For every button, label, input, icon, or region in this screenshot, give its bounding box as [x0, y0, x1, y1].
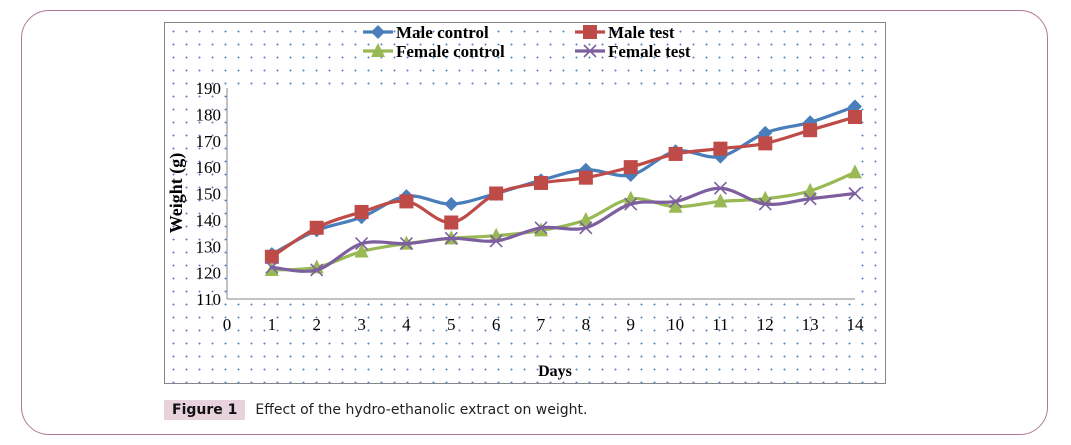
figure-caption: Figure 1 Effect of the hydro-ethanolic e…: [164, 398, 587, 422]
data-point-female-test: [758, 197, 772, 211]
y-tick-label: 110: [196, 290, 221, 309]
x-tick-label: 5: [447, 315, 456, 334]
data-point-male-control: [803, 115, 818, 130]
y-tick-label: 160: [196, 158, 222, 177]
data-point-female-control: [713, 193, 728, 208]
data-point-female-test: [489, 234, 503, 248]
y-tick-label: 170: [196, 132, 222, 151]
data-point-female-control: [848, 164, 862, 179]
data-point-female-control: [354, 243, 369, 258]
data-point-male-test: [623, 160, 638, 175]
data-point-female-test: [669, 194, 683, 208]
data-point-male-test: [444, 215, 459, 230]
x-tick-label: 3: [357, 315, 366, 334]
data-point-female-test: [624, 197, 638, 211]
x-tick-label: 11: [712, 315, 728, 334]
x-tick-label: 13: [802, 315, 819, 334]
legend-label: Male control: [396, 23, 489, 42]
data-point-male-test: [713, 141, 728, 156]
data-point-female-test: [579, 221, 593, 235]
data-point-female-control: [578, 211, 593, 226]
data-point-female-test: [534, 221, 548, 235]
data-point-male-test: [264, 249, 279, 264]
legend-marker: [583, 25, 597, 39]
data-point-female-control: [803, 182, 818, 197]
y-tick-label: 150: [196, 185, 222, 204]
y-tick-label: 180: [196, 105, 222, 124]
y-tick-label: 120: [196, 264, 222, 283]
data-point-male-test: [309, 220, 324, 235]
data-point-female-test: [310, 263, 324, 277]
data-point-female-control: [534, 222, 548, 237]
data-point-female-test: [803, 192, 817, 206]
data-point-female-test: [355, 237, 369, 251]
x-tick-label: 12: [757, 315, 774, 334]
caption-label: Figure 1: [164, 400, 246, 420]
legend-item-female-test: Female test: [575, 42, 691, 61]
data-point-male-test: [354, 204, 369, 219]
legend-marker: [371, 43, 385, 57]
legend-item-female-control: Female control: [363, 42, 505, 61]
data-point-male-test: [399, 194, 414, 209]
legend-item-male-test: Male test: [575, 23, 675, 42]
legend-label: Male test: [608, 23, 675, 42]
x-tick-label: 8: [582, 315, 591, 334]
series-female-test: [265, 181, 862, 277]
chart-area: [164, 22, 886, 384]
x-tick-label: 6: [492, 315, 501, 334]
data-point-male-test: [848, 110, 862, 125]
x-tick-label: 0: [223, 315, 232, 334]
data-point-male-test: [578, 170, 593, 185]
data-point-male-control: [848, 99, 862, 114]
x-tick-label: 10: [667, 315, 684, 334]
data-point-male-test: [758, 136, 773, 151]
data-point-male-test: [803, 123, 818, 138]
x-tick-label: 1: [268, 315, 277, 334]
figure-frame: [21, 10, 1048, 435]
data-point-male-test: [668, 146, 683, 161]
data-point-male-control: [758, 125, 773, 140]
y-axis-label: Weight (g): [166, 153, 187, 234]
x-tick-label: 7: [537, 315, 546, 334]
data-point-male-test: [489, 186, 504, 201]
data-point-male-control: [444, 197, 459, 212]
data-point-female-test: [265, 260, 279, 274]
series-line-female-test: [270, 186, 857, 273]
x-tick-label: 14: [847, 315, 865, 334]
x-tick-label: 4: [402, 315, 411, 334]
legend: Male control Male test Female control Femal…: [363, 23, 691, 61]
series-male-test: [264, 110, 862, 264]
y-tick-label: 130: [196, 237, 222, 256]
x-axis-label: Days: [538, 363, 572, 380]
legend-marker: [583, 44, 597, 58]
data-point-female-test: [399, 237, 413, 251]
data-point-female-test: [444, 231, 458, 245]
data-point-female-test: [713, 181, 727, 195]
legend-label: Female control: [396, 42, 505, 61]
legend-marker: [371, 25, 385, 39]
x-tick-label: 2: [312, 315, 321, 334]
x-tick-label: 9: [626, 315, 635, 334]
y-tick-label: 190: [196, 79, 222, 98]
data-point-male-test: [534, 175, 548, 190]
caption-text: Effect of the hydro-ethanolic extract on…: [255, 402, 588, 418]
legend-item-male-control: Male control: [363, 23, 489, 42]
y-tick-label: 140: [196, 211, 222, 230]
series-group: [264, 99, 862, 277]
data-point-female-control: [668, 198, 683, 213]
data-point-female-test: [848, 186, 862, 201]
data-point-female-control: [264, 261, 279, 276]
legend-label: Female test: [608, 42, 691, 61]
